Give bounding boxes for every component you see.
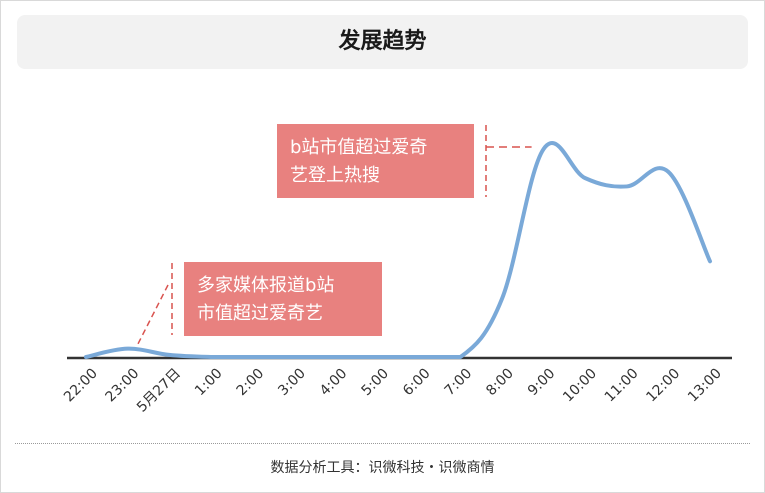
data-point: [458, 355, 462, 359]
x-tick-label: 9:00: [525, 366, 559, 400]
x-tick-label: 10:00: [560, 366, 600, 406]
data-point: [250, 355, 254, 359]
chart-title: 发展趋势: [338, 29, 427, 54]
x-tick-label: 12:00: [643, 366, 683, 406]
data-point: [542, 147, 546, 151]
data-point: [292, 355, 296, 359]
data-point: [334, 355, 338, 359]
data-point: [708, 259, 712, 263]
x-tick-label: 8:00: [483, 366, 517, 400]
annotation-text: 艺登上热搜: [290, 165, 380, 186]
series-line: [84, 141, 712, 359]
data-point: [500, 297, 504, 301]
annotation-box: [184, 262, 382, 336]
x-tick-label: 22:00: [61, 366, 101, 406]
title-bar: 发展趋势: [17, 15, 748, 69]
data-point: [583, 176, 587, 180]
annotation-leader: [136, 284, 169, 346]
x-tick-label: 5月27日: [134, 366, 184, 416]
x-tick-label: 1:00: [192, 366, 226, 400]
data-point: [666, 170, 670, 174]
data-point: [625, 184, 629, 188]
x-tick-label: 13:00: [685, 366, 725, 406]
footer-divider: [15, 443, 750, 444]
data-point: [417, 355, 421, 359]
footer-source: 数据分析工具：识微科技・识微商情: [270, 460, 495, 476]
annotation-text: b站市值超过爱奇: [290, 137, 427, 158]
data-point: [209, 355, 213, 359]
x-tick-label: 3:00: [275, 366, 309, 400]
annotation-text: 多家媒体报道b站: [197, 275, 334, 296]
x-tick-label: 4:00: [317, 366, 351, 400]
annotation-box: [277, 124, 474, 198]
annotation-text: 市值超过爱奇艺: [197, 303, 323, 324]
x-tick-label: 5:00: [358, 366, 392, 400]
data-point: [84, 355, 88, 359]
data-point: [167, 353, 171, 357]
x-tick-label: 2:00: [234, 366, 268, 400]
x-tick-label: 11:00: [602, 366, 642, 406]
x-tick-label: 23:00: [103, 366, 143, 406]
x-tick-label: 6:00: [400, 366, 434, 400]
data-point: [375, 355, 379, 359]
x-tick-label: 7:00: [442, 366, 476, 400]
data-point: [126, 347, 130, 351]
